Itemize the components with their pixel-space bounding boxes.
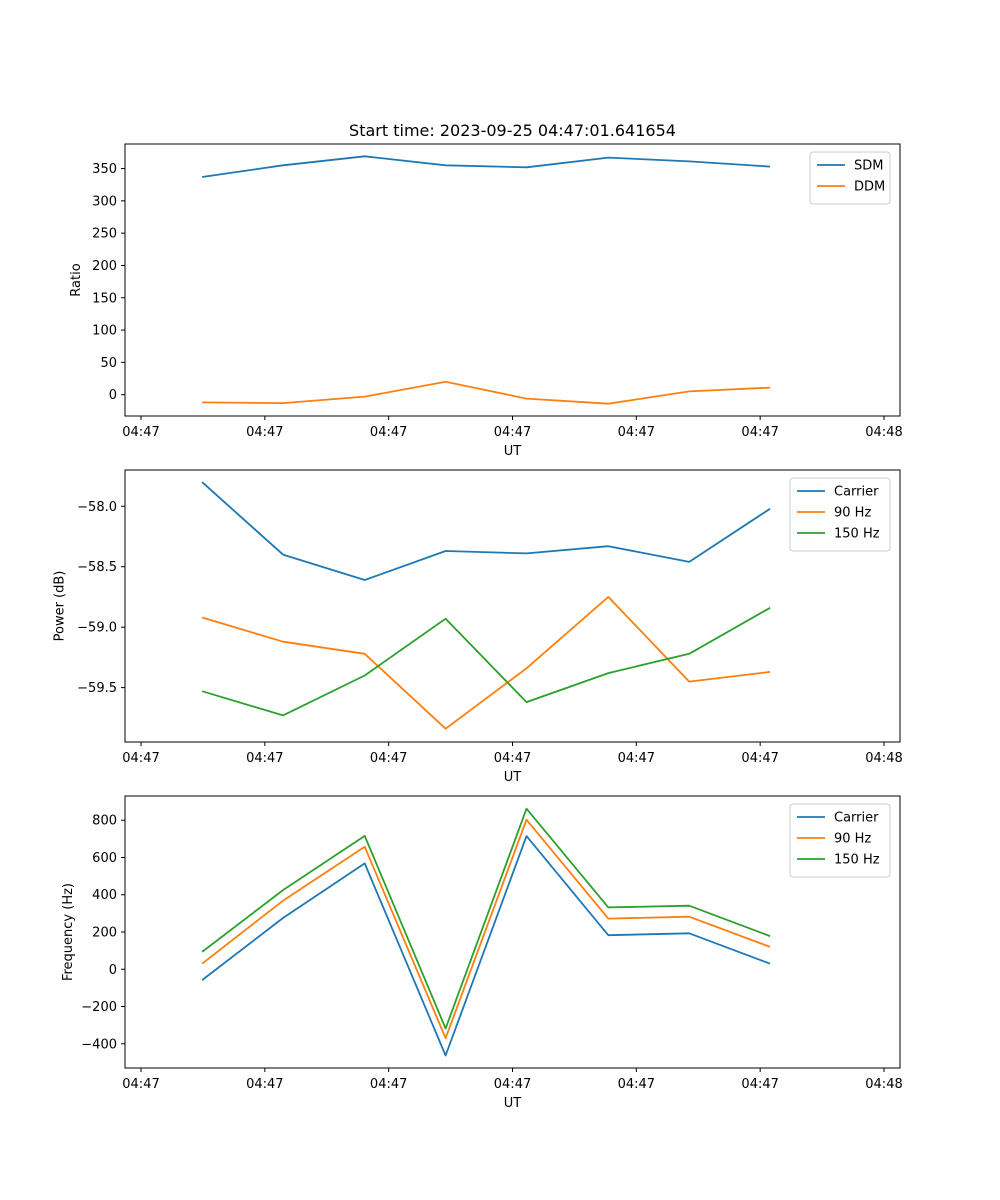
x-tick-label: 04:47 xyxy=(246,425,283,440)
legend-label: SDM xyxy=(854,159,883,174)
y-tick-label: 200 xyxy=(92,259,117,274)
x-tick-label: 04:47 xyxy=(246,751,283,766)
series-line-carrier xyxy=(201,835,771,1057)
series-line-90-hz xyxy=(201,818,771,1040)
legend: Carrier 90 Hz 150 Hz xyxy=(789,477,891,552)
legend-label: 150 Hz xyxy=(834,527,880,542)
x-tick-label: 04:47 xyxy=(370,1077,407,1092)
y-tick-label: −400 xyxy=(81,1037,117,1052)
x-tick-label: 04:48 xyxy=(865,1077,902,1092)
series-line-150-hz xyxy=(201,607,771,717)
y-tick-label: 200 xyxy=(92,926,117,941)
x-tick-label: 04:47 xyxy=(618,751,655,766)
chart-panel-2: 04:47 04:47 04:47 04:47 04:47 04:47 04:48 −59.5… xyxy=(53,469,903,785)
x-tick-label: 04:47 xyxy=(494,425,531,440)
y-tick-label: −58.5 xyxy=(77,560,117,575)
y-tick-label: 300 xyxy=(92,194,117,209)
y-tick-label: −59.0 xyxy=(77,621,117,636)
legend-label: DDM xyxy=(854,180,885,195)
legend-label: Carrier xyxy=(834,811,879,826)
legend-label: Carrier xyxy=(834,485,879,500)
series-line-sdm xyxy=(201,155,771,178)
y-tick-label: −59.5 xyxy=(77,681,117,696)
y-axis-label: Frequency (Hz) xyxy=(61,883,76,981)
legend: Carrier 90 Hz 150 Hz xyxy=(789,803,891,878)
x-tick-label: 04:47 xyxy=(246,1077,283,1092)
x-tick-label: 04:47 xyxy=(494,1077,531,1092)
x-tick-label: 04:48 xyxy=(865,751,902,766)
legend-label: 90 Hz xyxy=(834,832,871,847)
x-tick-label: 04:47 xyxy=(741,425,778,440)
series-line-90-hz xyxy=(201,596,771,730)
series-line-carrier xyxy=(201,481,771,581)
y-axis-label: Power (dB) xyxy=(53,571,68,642)
series-line-150-hz xyxy=(201,807,771,1030)
x-tick-label: 04:47 xyxy=(494,751,531,766)
x-tick-label: 04:47 xyxy=(618,1077,655,1092)
y-tick-label: 400 xyxy=(92,888,117,903)
y-tick-label: 600 xyxy=(92,851,117,866)
y-tick-label: 350 xyxy=(92,162,117,177)
x-tick-label: 04:47 xyxy=(741,1077,778,1092)
x-tick-label: 04:47 xyxy=(370,425,407,440)
x-tick-label: 04:47 xyxy=(122,425,159,440)
x-tick-label: 04:47 xyxy=(122,751,159,766)
x-tick-label: 04:47 xyxy=(618,425,655,440)
series-line-ddm xyxy=(202,380,771,405)
x-axis-label: UT xyxy=(504,444,522,459)
axes-frame xyxy=(124,795,901,1069)
axes-frame xyxy=(124,469,901,743)
axes-frame xyxy=(124,143,901,417)
x-tick-label: 04:47 xyxy=(741,751,778,766)
legend-label: 150 Hz xyxy=(834,853,880,868)
y-tick-label: 0 xyxy=(109,963,117,978)
legend: SDM DDM xyxy=(809,151,891,205)
x-tick-label: 04:47 xyxy=(370,751,407,766)
y-axis-label: Ratio xyxy=(69,263,84,296)
x-axis-label: UT xyxy=(504,770,522,785)
y-tick-label: −58.0 xyxy=(77,500,117,515)
chart-title: Start time: 2023-09-25 04:47:01.641654 xyxy=(349,121,676,140)
y-tick-label: 150 xyxy=(92,291,117,306)
y-tick-label: 0 xyxy=(109,388,117,403)
legend-label: 90 Hz xyxy=(834,506,871,521)
x-tick-label: 04:48 xyxy=(865,425,902,440)
x-tick-label: 04:47 xyxy=(122,1077,159,1092)
y-tick-label: −200 xyxy=(81,1000,117,1015)
chart-panel-3: 04:47 04:47 04:47 04:47 04:47 04:47 04:48 −400 −… xyxy=(61,795,903,1111)
y-tick-label: 800 xyxy=(92,814,117,829)
y-tick-label: 250 xyxy=(92,227,117,242)
y-tick-label: 100 xyxy=(92,324,117,339)
chart-panel-1: 04:47 04:47 04:47 04:47 04:47 04:47 04:48 0 50 10… xyxy=(69,121,903,459)
x-axis-label: UT xyxy=(504,1096,522,1111)
y-tick-label: 50 xyxy=(100,356,117,371)
